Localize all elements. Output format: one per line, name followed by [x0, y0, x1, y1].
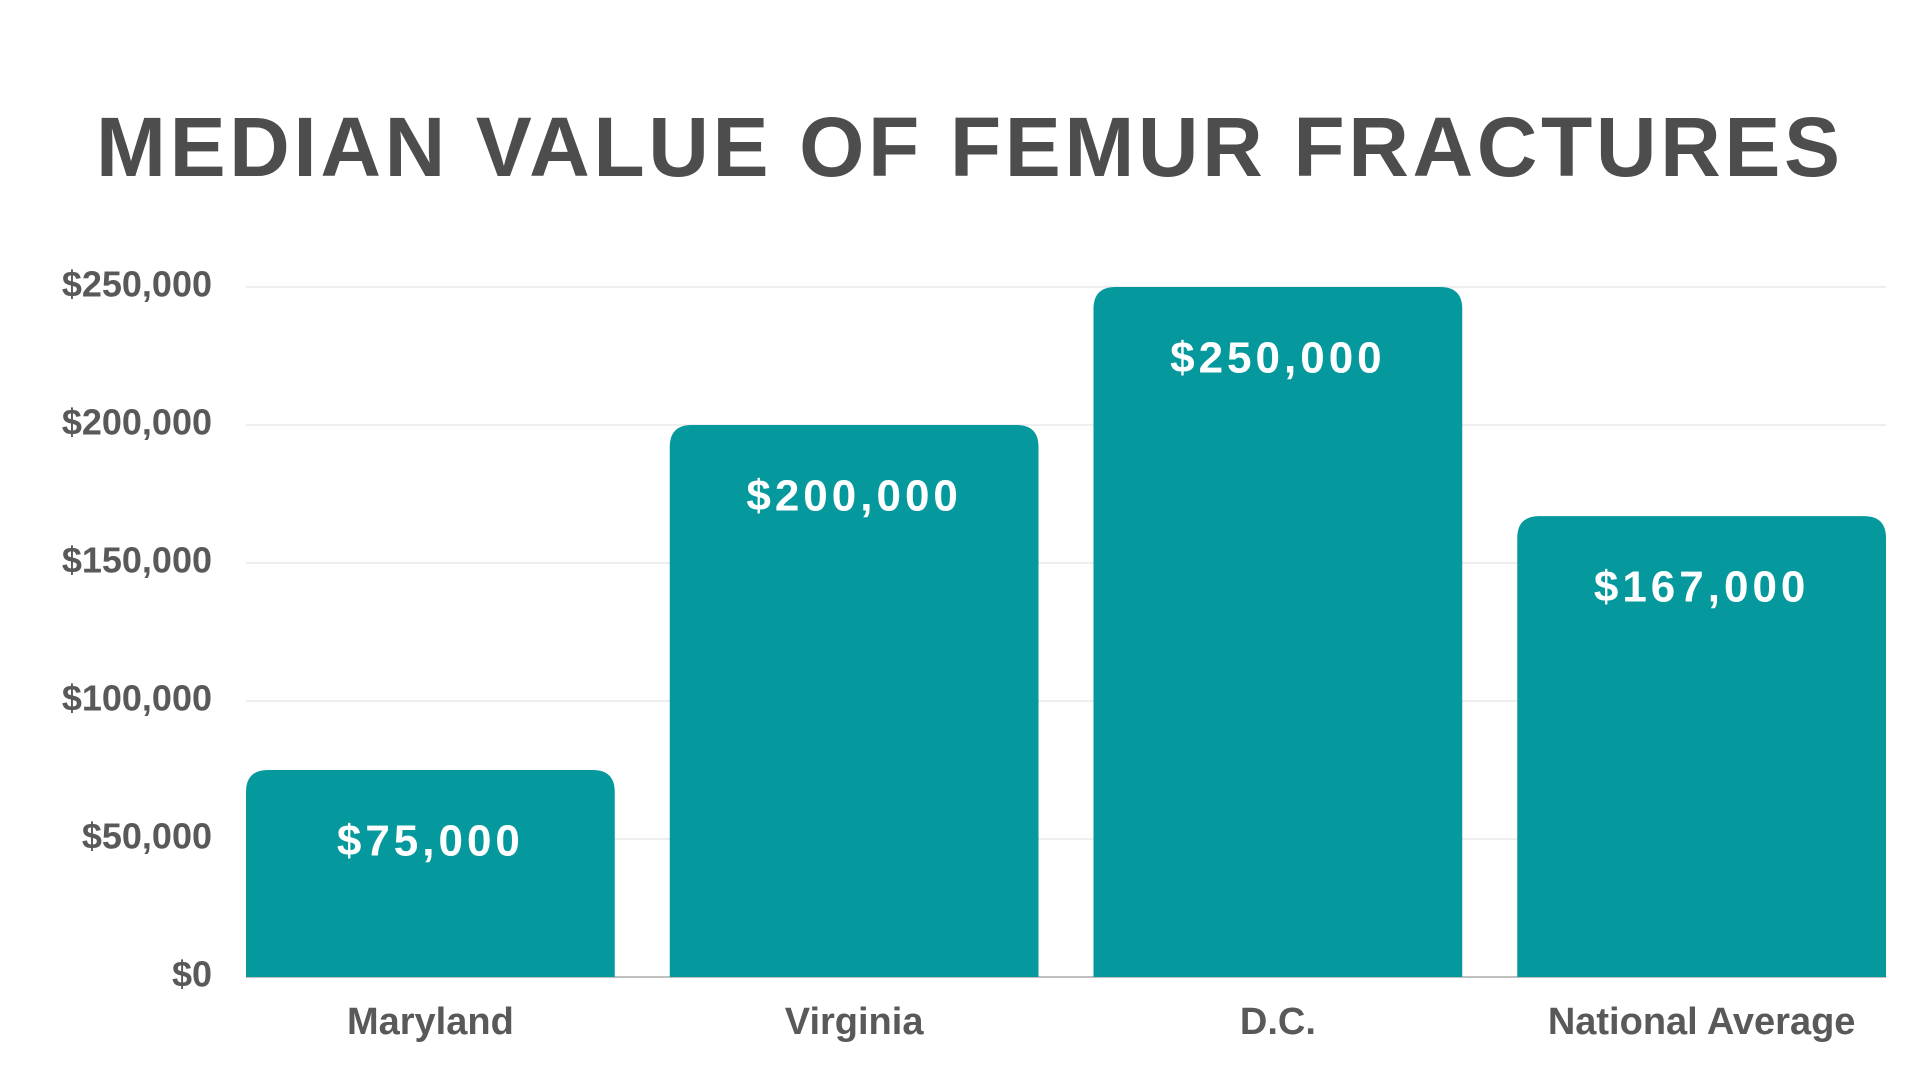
- bar: [669, 425, 1039, 977]
- y-tick-label: $150,000: [62, 540, 212, 581]
- value-label: $200,000: [746, 472, 962, 521]
- value-label: $75,000: [337, 817, 524, 866]
- chart-title: MEDIAN VALUE OF FEMUR FRACTURES: [96, 100, 1840, 194]
- bar: [1093, 287, 1463, 977]
- value-label: $250,000: [1170, 334, 1386, 383]
- y-tick-label: $250,000: [62, 264, 212, 305]
- y-tick-label: $100,000: [62, 678, 212, 719]
- x-tick-label: National Average: [1548, 1001, 1856, 1043]
- bar: [246, 770, 615, 977]
- y-tick-label: $200,000: [62, 402, 212, 443]
- y-tick-label: $0: [172, 954, 212, 995]
- x-tick-label: Virginia: [785, 1001, 925, 1043]
- x-tick-label: Maryland: [347, 1001, 514, 1043]
- x-tick-label: D.C.: [1240, 1001, 1316, 1043]
- y-tick-label: $50,000: [82, 816, 212, 857]
- bar: [1517, 516, 1886, 977]
- value-label: $167,000: [1594, 563, 1810, 612]
